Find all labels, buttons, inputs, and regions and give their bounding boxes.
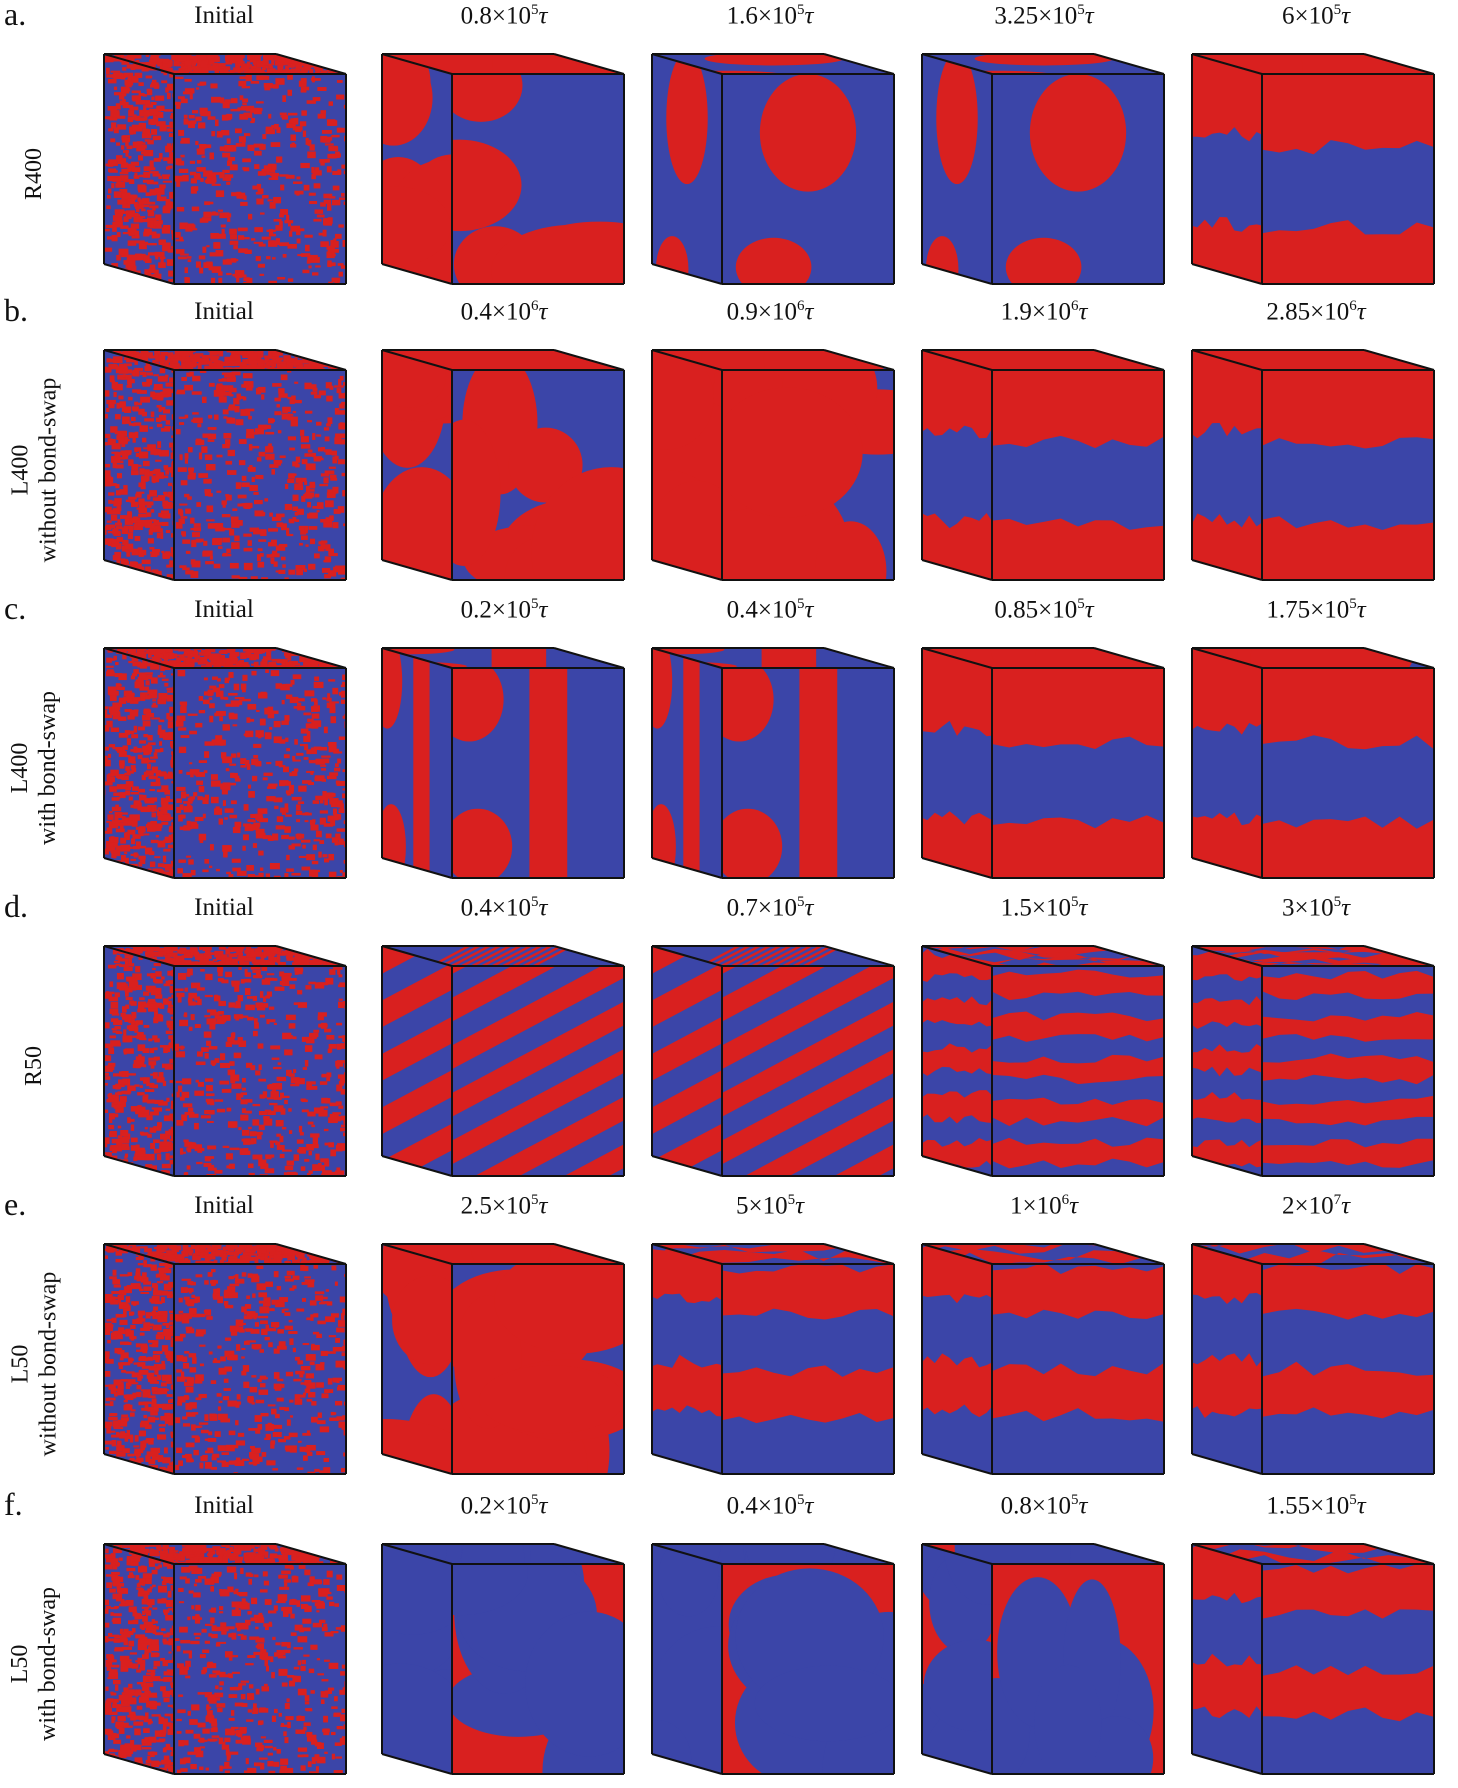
frame-time-label: 0.4×105τ [379,894,629,922]
frame-time-label: 6×105τ [1191,2,1441,30]
frame-time-label: 1.6×105τ [645,2,895,30]
row-label-line: with bond-swap [34,691,62,845]
row-label-line: L50 [6,1272,34,1457]
cube-snapshot-b-3 [650,348,898,584]
cube-snapshot-a-3 [650,52,898,288]
cube-snapshot-a-4 [920,52,1168,288]
cube-snapshot-b-1 [102,348,350,584]
frame-time-label: 1.5×105τ [919,894,1169,922]
cube-snapshot-b-5 [1190,348,1438,584]
frame-time-label: Initial [99,1492,349,1520]
panel-letter: b. [4,292,28,329]
cube-snapshot-d-4 [920,944,1168,1180]
row-label-line: L50 [6,1587,34,1741]
frame-time-label: 3×105τ [1191,894,1441,922]
cube-snapshot-f-3 [650,1542,898,1778]
cube-snapshot-b-2 [380,348,628,584]
cube-snapshot-c-4 [920,646,1168,882]
frame-time-label: 1.9×106τ [919,298,1169,326]
cube-snapshot-d-1 [102,944,350,1180]
cube-snapshot-d-5 [1190,944,1438,1180]
cube-snapshot-f-4 [920,1542,1168,1778]
frame-time-label: 0.4×105τ [645,596,895,624]
frame-time-label: 0.4×105τ [645,1492,895,1520]
panel-letter: a. [4,0,26,33]
frame-time-label: Initial [99,1192,349,1220]
cube-snapshot-a-1 [102,52,350,288]
frame-time-label: 2×107τ [1191,1192,1441,1220]
frame-time-label: 0.2×105τ [379,596,629,624]
cube-snapshot-d-3 [650,944,898,1180]
row-label: R400 [6,60,62,288]
frame-time-label: 0.8×105τ [919,1492,1169,1520]
cube-snapshot-e-2 [380,1242,628,1478]
panel-letter: f. [4,1486,23,1523]
cube-snapshot-c-2 [380,646,628,882]
row-label-line: L400 [6,691,34,845]
frame-time-label: 0.9×106τ [645,298,895,326]
cube-snapshot-f-2 [380,1542,628,1778]
panel-letter: c. [4,590,26,627]
row-label-line: without bond-swap [34,1272,62,1457]
cube-snapshot-e-5 [1190,1242,1438,1478]
frame-time-label: 0.2×105τ [379,1492,629,1520]
row-label-line: R50 [20,1046,48,1086]
panel-row-a: a. R400 Initial 0.8×105τ 1.6×105τ 3.25×105τ 6×… [0,0,1458,298]
frame-time-label: Initial [99,2,349,30]
row-label-line: L400 [6,378,34,563]
cube-snapshot-b-4 [920,348,1168,584]
frame-time-label: 1×106τ [919,1192,1169,1220]
row-label-line: without bond-swap [34,378,62,563]
row-label-line: with bond-swap [34,1587,62,1741]
frame-time-label: 0.8×105τ [379,2,629,30]
frame-time-label: 1.75×105τ [1191,596,1441,624]
frame-time-label: 2.5×105τ [379,1192,629,1220]
frame-time-label: 0.7×105τ [645,894,895,922]
panel-letter: d. [4,888,28,925]
cube-snapshot-a-2 [380,52,628,288]
frame-time-label: Initial [99,596,349,624]
row-label: R50 [6,952,62,1180]
frame-time-label: 5×105τ [645,1192,895,1220]
frame-time-label: 1.55×105τ [1191,1492,1441,1520]
cube-snapshot-f-5 [1190,1542,1438,1778]
panel-letter: e. [4,1186,26,1223]
cube-snapshot-c-1 [102,646,350,882]
row-label-line: R400 [20,148,48,200]
cube-snapshot-e-4 [920,1242,1168,1478]
frame-time-label: Initial [99,298,349,326]
cube-snapshot-a-5 [1190,52,1438,288]
cube-snapshot-e-3 [650,1242,898,1478]
frame-time-label: 3.25×105τ [919,2,1169,30]
cube-snapshot-c-3 [650,646,898,882]
frame-time-label: 2.85×106τ [1191,298,1441,326]
cube-snapshot-c-5 [1190,646,1438,882]
cube-snapshot-e-1 [102,1242,350,1478]
cube-snapshot-f-1 [102,1542,350,1778]
frame-time-label: Initial [99,894,349,922]
cube-snapshot-d-2 [380,944,628,1180]
frame-time-label: 0.4×106τ [379,298,629,326]
frame-time-label: 0.85×105τ [919,596,1169,624]
